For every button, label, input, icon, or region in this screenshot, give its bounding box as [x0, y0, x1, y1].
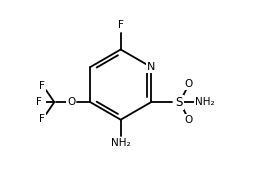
- Text: F: F: [39, 81, 45, 91]
- Text: F: F: [118, 20, 124, 30]
- Text: F: F: [39, 114, 45, 124]
- Text: O: O: [67, 97, 76, 107]
- Text: O: O: [185, 115, 193, 125]
- Text: O: O: [185, 79, 193, 89]
- Text: F: F: [36, 97, 42, 107]
- Text: NH₂: NH₂: [111, 138, 131, 148]
- Text: S: S: [175, 96, 183, 109]
- Text: NH₂: NH₂: [195, 97, 215, 107]
- Text: N: N: [147, 62, 155, 72]
